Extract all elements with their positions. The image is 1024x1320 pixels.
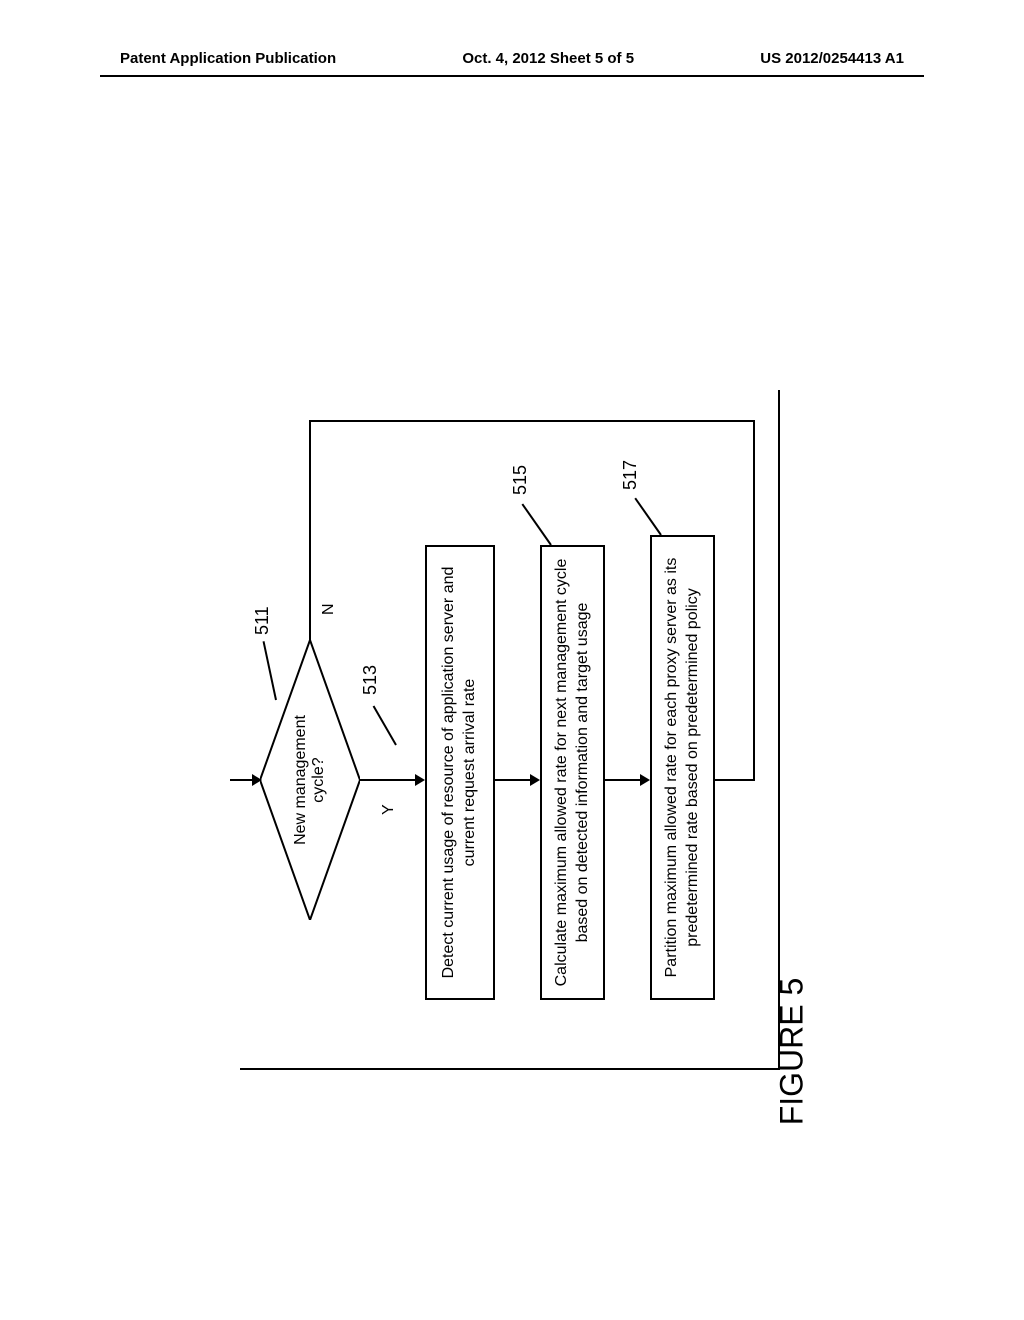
process-513-text: Detect current usage of resource of appl… bbox=[439, 555, 481, 990]
arrow-513-515 bbox=[495, 779, 535, 781]
y-label: Y bbox=[380, 804, 398, 815]
outer-border-bottom bbox=[778, 390, 780, 1070]
process-515-text: Calculate maximum allowed rate for next … bbox=[552, 555, 594, 990]
n-label: N bbox=[320, 603, 338, 615]
ref-line-513 bbox=[373, 706, 397, 746]
outer-border-right bbox=[240, 1068, 780, 1070]
header-divider bbox=[100, 75, 924, 77]
header-center: Oct. 4, 2012 Sheet 5 of 5 bbox=[462, 50, 634, 67]
header-right: US 2012/0254413 A1 bbox=[760, 50, 904, 67]
process-513: Detect current usage of resource of appl… bbox=[425, 545, 495, 1000]
ref-517: 517 bbox=[620, 460, 641, 490]
y-line bbox=[360, 779, 420, 781]
loop-bottom bbox=[753, 420, 755, 781]
loop-down bbox=[715, 779, 755, 781]
figure-label: FIGURE 5 bbox=[774, 978, 811, 1126]
flowchart-container: New management cycle? 511 N Y 513 Detect… bbox=[135, 375, 885, 935]
decision-node: New management cycle? bbox=[260, 640, 360, 920]
process-515: Calculate maximum allowed rate for next … bbox=[540, 545, 605, 1000]
loop-right bbox=[310, 420, 755, 422]
flowchart: New management cycle? 511 N Y 513 Detect… bbox=[230, 280, 790, 1030]
decision-text: New management cycle? bbox=[292, 710, 328, 850]
ref-513: 513 bbox=[360, 665, 381, 695]
ref-511: 511 bbox=[252, 606, 273, 635]
arrow-515-517 bbox=[605, 779, 645, 781]
ref-line-515 bbox=[522, 503, 552, 545]
process-517: Partition maximum allowed rate for each … bbox=[650, 535, 715, 1000]
n-line-h bbox=[309, 420, 311, 640]
process-517-text: Partition maximum allowed rate for each … bbox=[662, 545, 704, 990]
ref-515: 515 bbox=[510, 465, 531, 495]
y-arrow-head bbox=[415, 774, 425, 786]
page-header: Patent Application Publication Oct. 4, 2… bbox=[0, 50, 1024, 67]
arrow-513-515-head bbox=[530, 774, 540, 786]
arrow-515-517-head bbox=[640, 774, 650, 786]
ref-line-517 bbox=[634, 498, 661, 536]
header-left: Patent Application Publication bbox=[120, 50, 336, 67]
